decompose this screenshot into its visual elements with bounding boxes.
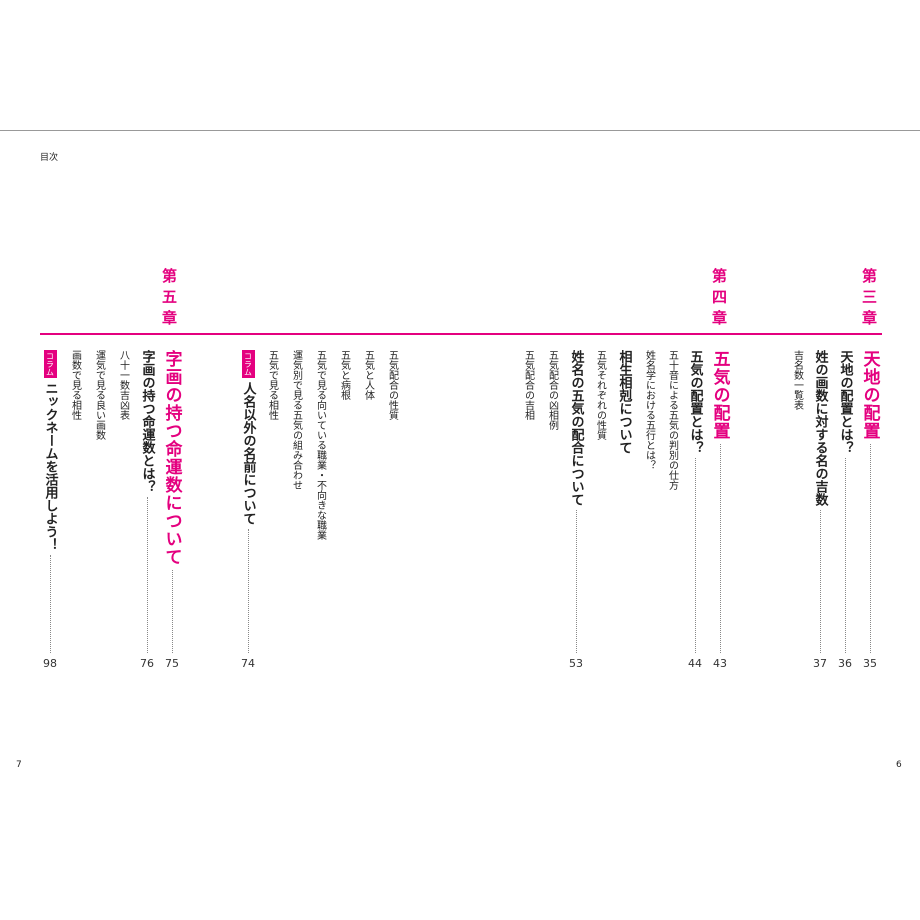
toc-entry: 五気と病根	[331, 350, 357, 400]
header-title: 目次	[40, 153, 59, 163]
toc-entry: 運気で見る良い画数	[86, 350, 112, 440]
toc-entry: 吉名数一覧表	[784, 350, 810, 410]
toc-entry: 五気それぞれの性質	[587, 350, 613, 440]
toc-entry: 画数で見る相性	[62, 350, 88, 420]
leader-dots	[869, 444, 871, 653]
entry-title: 五気で見る向いている職業・不向きな職業	[314, 350, 326, 540]
entry-title: 相生相剋について	[616, 350, 632, 454]
toc-entry: 八十一数吉凶表	[110, 350, 136, 420]
entry-title: 運気別で見る五気の組み合わせ	[290, 350, 302, 490]
entry-title: 五気と病根	[338, 350, 350, 400]
toc-entry: 五気で見る向いている職業・不向きな職業	[307, 350, 333, 540]
toc-entry: 姓の画数に対する名の吉数 37	[807, 350, 833, 670]
entry-title: 姓名学における五行とは？	[643, 350, 655, 470]
entry-page: 74	[241, 657, 255, 670]
leader-dots	[575, 510, 577, 653]
entry-title: 画数で見る相性	[69, 350, 81, 420]
entry-title: 運気で見る良い画数	[93, 350, 105, 440]
column-badge: コラム	[43, 350, 57, 378]
entry-title: 天地の配置	[859, 350, 880, 440]
entry-title: 五十音による五気の判別の仕方	[666, 350, 678, 490]
entry-title: 五気の配置	[709, 350, 730, 440]
entry-title: 天地の配置とは？	[837, 350, 853, 454]
entry-page: 35	[863, 657, 877, 670]
leader-dots	[694, 458, 696, 653]
toc-entry: 天地の配置 35	[857, 350, 883, 670]
column-badge: コラム	[241, 350, 255, 378]
entry-title: 五気の配置とは？	[687, 350, 703, 454]
page-number: 6	[896, 760, 902, 770]
entry-page: 76	[140, 657, 154, 670]
entry-page: 53	[569, 657, 583, 670]
toc-entry: 五気と人体	[355, 350, 381, 400]
toc-entry: 五気配合の吉相	[515, 350, 541, 420]
chapter-label: 第三章	[860, 268, 878, 331]
leader-dots	[719, 444, 721, 653]
entry-title: 五気で見る相性	[266, 350, 278, 420]
leader-dots	[844, 458, 846, 653]
entry-title: ニックネームを活用しよう！	[42, 382, 58, 551]
toc-entry: 五気の配置とは？ 44	[682, 350, 708, 670]
entry-title: 五気それぞれの性質	[594, 350, 606, 440]
entry-title: 五気と人体	[362, 350, 374, 400]
leader-dots	[247, 529, 249, 653]
entry-page: 36	[838, 657, 852, 670]
toc-entry: 相生相剋について	[611, 350, 637, 454]
toc-entry: コラム人名以外の名前について 74	[235, 350, 261, 670]
leader-dots	[171, 570, 173, 653]
toc-entry: 五気の配置 43	[707, 350, 733, 670]
leader-dots	[819, 510, 821, 653]
page-number: 7	[16, 760, 22, 770]
chapter-label: 第四章	[710, 268, 728, 331]
entry-title: 字画の持つ命運数について	[161, 350, 182, 566]
entry-title: 五気配合の凶相例	[546, 350, 558, 430]
toc-entry: 五気で見る相性	[259, 350, 285, 420]
toc-entry: 姓名学における五行とは？	[636, 350, 662, 470]
toc-entry: コラムニックネームを活用しよう！ 98	[37, 350, 63, 670]
entry-page: 43	[713, 657, 727, 670]
toc-entry: 運気別で見る五気の組み合わせ	[283, 350, 309, 490]
entry-page: 44	[688, 657, 702, 670]
entry-page: 37	[813, 657, 827, 670]
toc-entry: 字画の持つ命運数とは？ 76	[134, 350, 160, 670]
entry-title: 五気配合の吉相	[522, 350, 534, 420]
header-rule	[0, 130, 920, 131]
entry-page: 98	[43, 657, 57, 670]
leader-dots	[146, 497, 148, 653]
entry-title: 姓名の五気の配合について	[568, 350, 584, 506]
toc-entry: 姓名の五気の配合について 53	[563, 350, 589, 670]
toc-entry: 天地の配置とは？ 36	[832, 350, 858, 670]
toc-entry: 五気配合の性質	[379, 350, 405, 420]
entry-title: 字画の持つ命運数とは？	[139, 350, 155, 493]
toc-entry: 五十音による五気の判別の仕方	[659, 350, 685, 490]
toc-entry: 字画の持つ命運数について 75	[159, 350, 185, 670]
entry-title: 五気配合の性質	[386, 350, 398, 420]
chapter-label: 第五章	[160, 268, 178, 331]
entry-title: 姓の画数に対する名の吉数	[812, 350, 828, 506]
entry-title: 吉名数一覧表	[791, 350, 803, 410]
entry-title: 人名以外の名前について	[240, 382, 256, 525]
toc-entry: 五気配合の凶相例	[539, 350, 565, 430]
entry-title: 八十一数吉凶表	[117, 350, 129, 420]
leader-dots	[49, 555, 51, 653]
chapter-rule	[40, 333, 882, 335]
entry-page: 75	[165, 657, 179, 670]
